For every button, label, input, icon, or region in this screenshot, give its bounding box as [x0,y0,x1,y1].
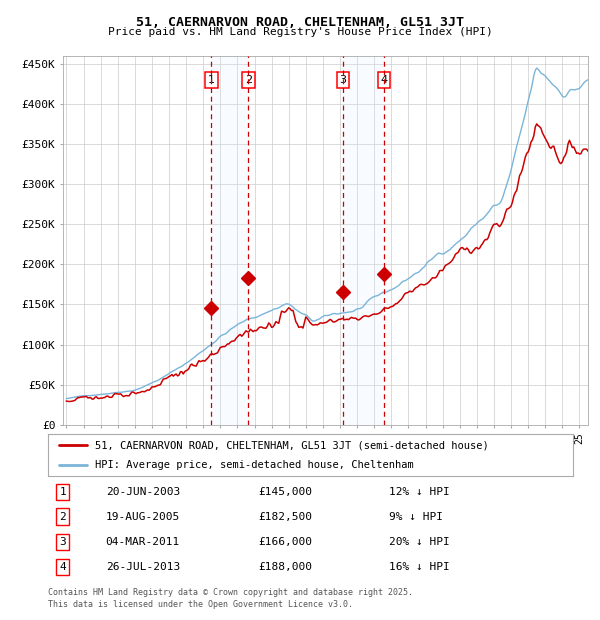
Bar [211,56,248,425]
Text: 3: 3 [340,75,346,85]
Text: 51, CAERNARVON ROAD, CHELTENHAM, GL51 3JT: 51, CAERNARVON ROAD, CHELTENHAM, GL51 3J… [136,16,464,29]
Text: 16% ↓ HPI: 16% ↓ HPI [389,562,450,572]
Text: 20-JUN-2003: 20-JUN-2003 [106,487,180,497]
Text: 12% ↓ HPI: 12% ↓ HPI [389,487,450,497]
Text: 4: 4 [380,75,388,85]
Text: £182,500: £182,500 [258,512,312,521]
Text: 2: 2 [59,512,66,521]
Text: 3: 3 [59,537,66,547]
Text: 2: 2 [245,75,252,85]
Text: £145,000: £145,000 [258,487,312,497]
Text: HPI: Average price, semi-detached house, Cheltenham: HPI: Average price, semi-detached house,… [95,460,414,470]
Text: Contains HM Land Registry data © Crown copyright and database right 2025.: Contains HM Land Registry data © Crown c… [48,588,413,597]
Text: 20% ↓ HPI: 20% ↓ HPI [389,537,450,547]
Text: 19-AUG-2005: 19-AUG-2005 [106,512,180,521]
Text: 51, CAERNARVON ROAD, CHELTENHAM, GL51 3JT (semi-detached house): 51, CAERNARVON ROAD, CHELTENHAM, GL51 3J… [95,440,489,450]
Text: Price paid vs. HM Land Registry's House Price Index (HPI): Price paid vs. HM Land Registry's House … [107,27,493,37]
Text: 9% ↓ HPI: 9% ↓ HPI [389,512,443,521]
Text: This data is licensed under the Open Government Licence v3.0.: This data is licensed under the Open Gov… [48,600,353,609]
Text: 1: 1 [208,75,215,85]
Text: 26-JUL-2013: 26-JUL-2013 [106,562,180,572]
Bar [343,56,384,425]
Text: 04-MAR-2011: 04-MAR-2011 [106,537,180,547]
Text: £188,000: £188,000 [258,562,312,572]
Text: 1: 1 [59,487,66,497]
Text: 4: 4 [59,562,66,572]
Text: £166,000: £166,000 [258,537,312,547]
